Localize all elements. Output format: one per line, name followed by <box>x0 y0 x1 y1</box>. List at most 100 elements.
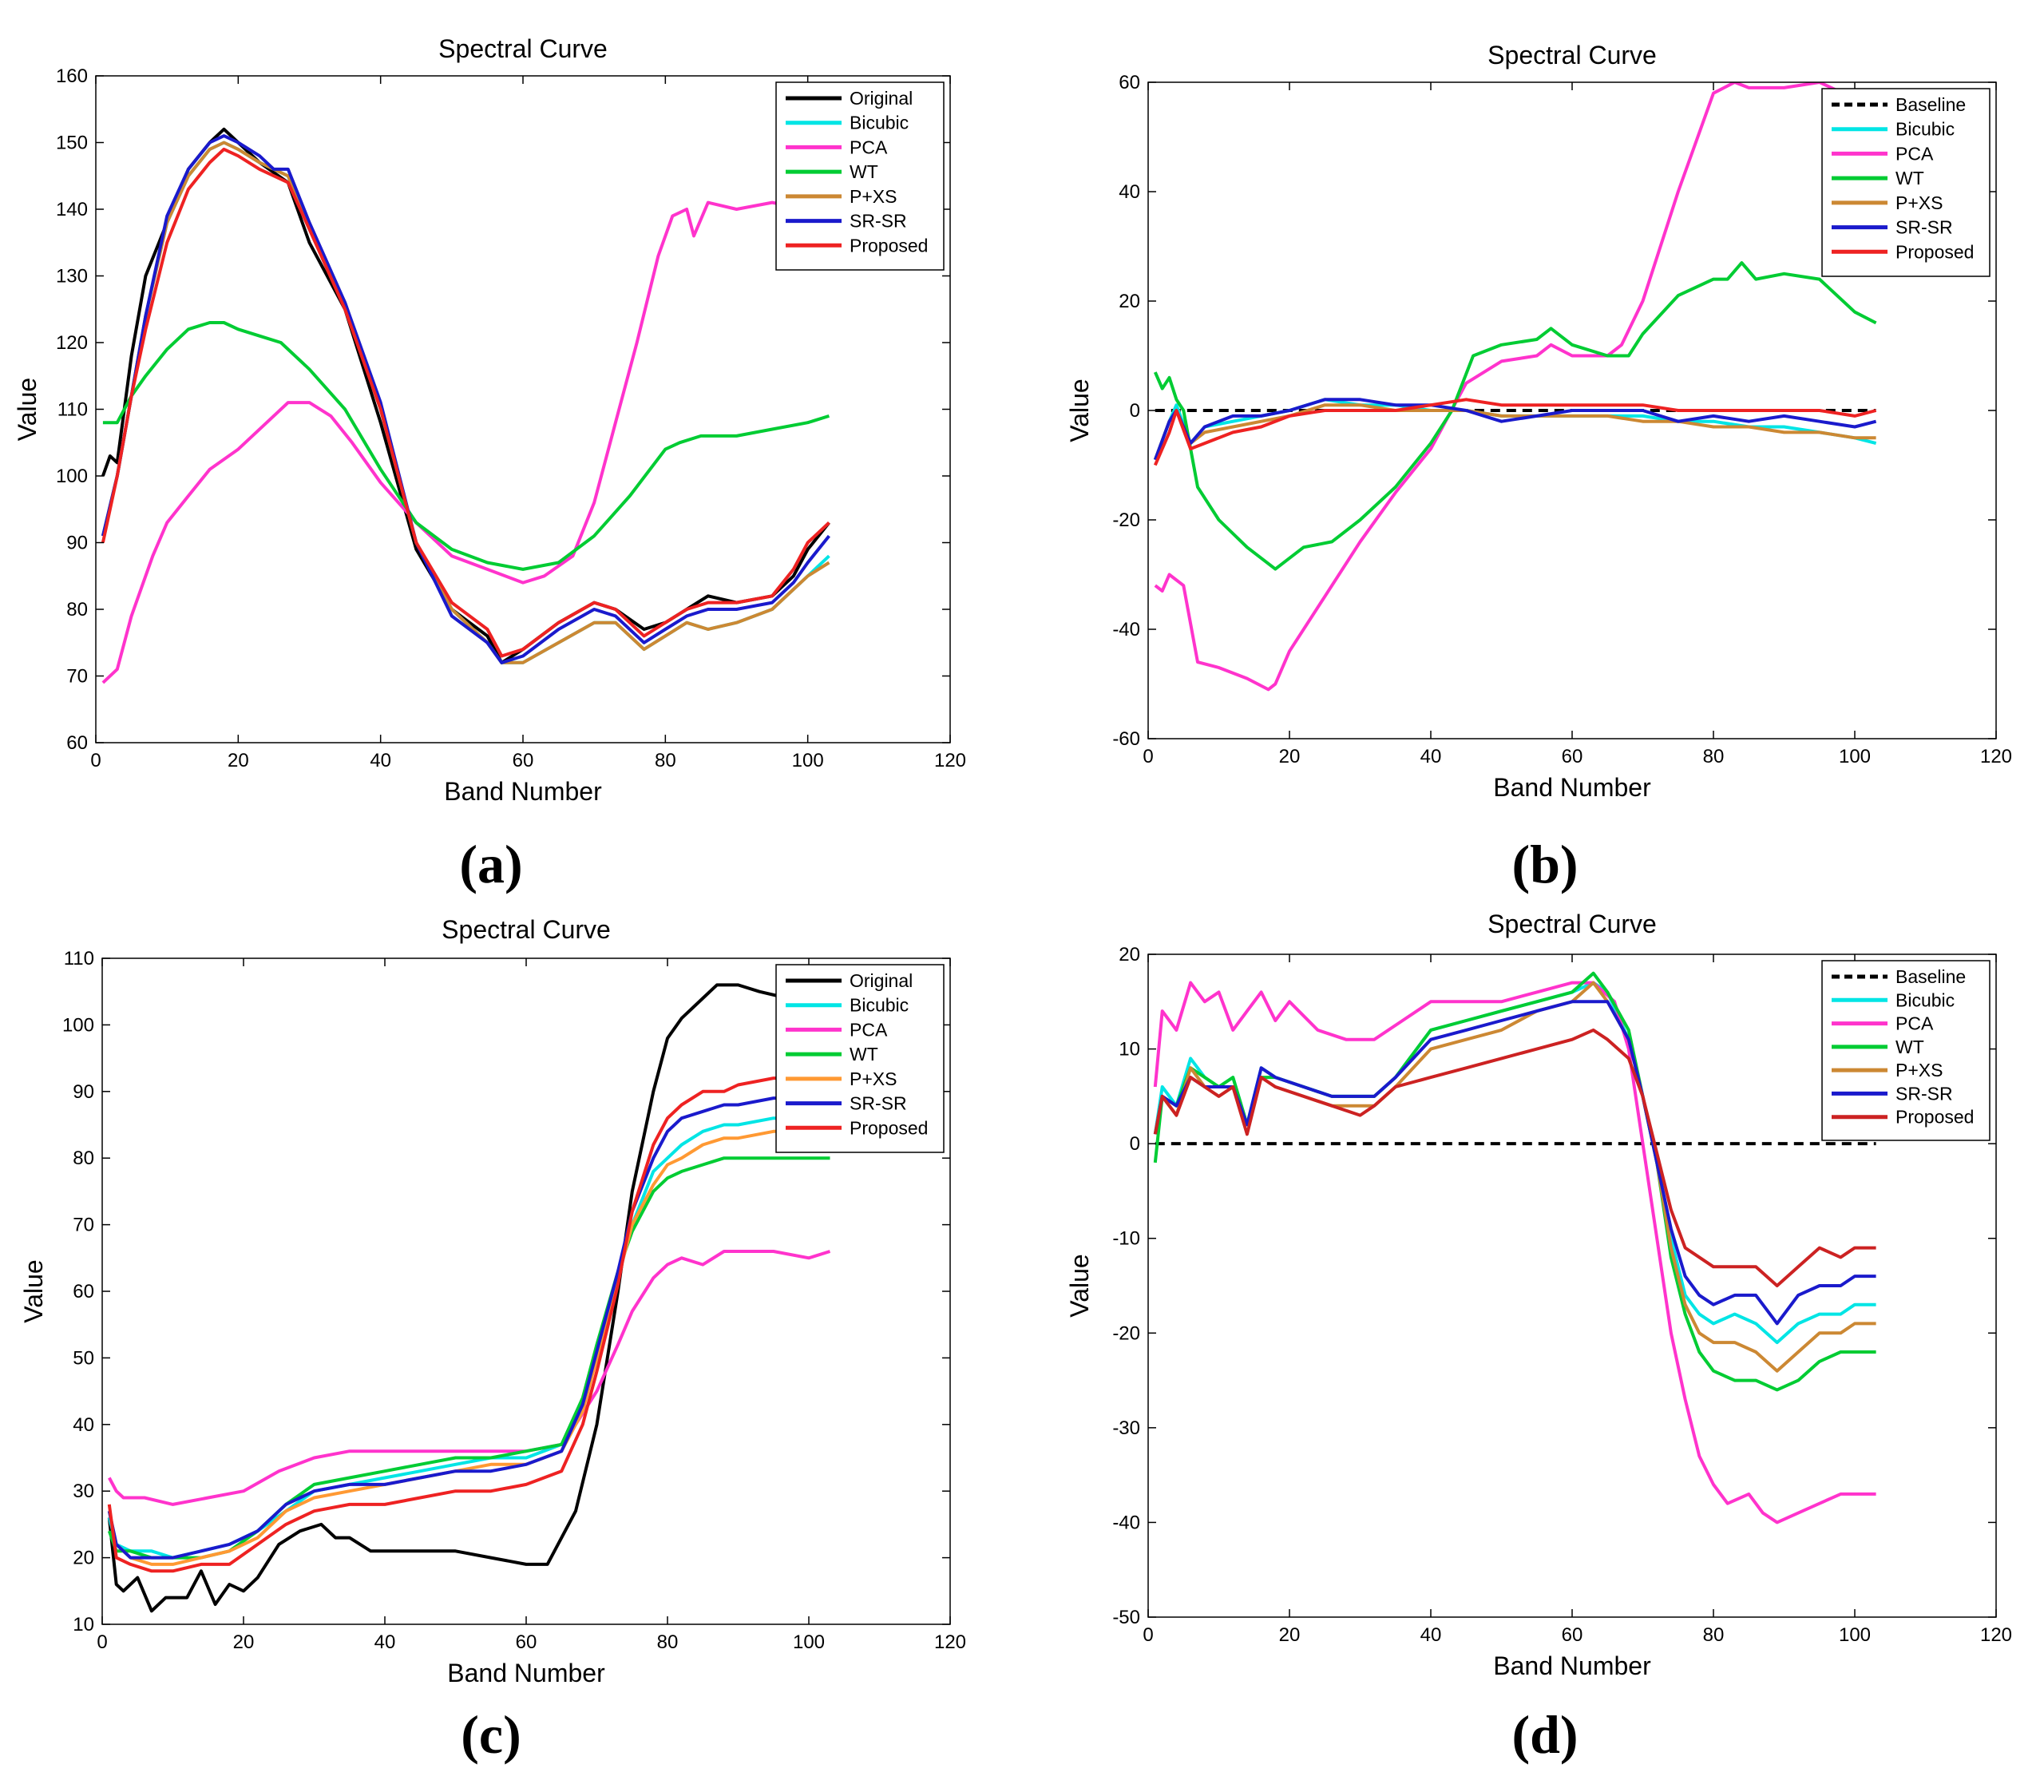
y-tick-label: 40 <box>1119 181 1140 203</box>
chart-title: Spectral Curve <box>438 34 608 63</box>
legend: Original Bicubic PCA WT P+XS SR-SR Proposed <box>776 82 944 270</box>
panel-label: (d) <box>1511 1704 1578 1765</box>
y-tick-label: 160 <box>56 65 88 87</box>
x-tick-label: 40 <box>374 1631 396 1653</box>
x-tick-label: 100 <box>1839 746 1871 767</box>
x-tick-label: 120 <box>1980 1624 2012 1646</box>
panel-label: (c) <box>461 1704 521 1765</box>
legend-label: PCA <box>1895 1013 1934 1034</box>
plot-lines <box>1155 82 1876 689</box>
y-tick-label: 110 <box>57 399 88 421</box>
plot-lines <box>109 985 830 1611</box>
y-tick-label: 60 <box>66 732 88 754</box>
legend-label: Original <box>850 970 913 991</box>
x-tick-label: 120 <box>1980 746 2012 767</box>
legend-label: Proposed <box>1895 1107 1974 1128</box>
y-tick-label: 140 <box>56 199 88 220</box>
legend-label: Bicubic <box>850 995 909 1016</box>
y-tick-label: 20 <box>1119 291 1140 312</box>
series-line-pca <box>1155 983 1876 1523</box>
x-tick-label: 0 <box>1143 1624 1153 1646</box>
legend-label: Proposed <box>850 235 928 256</box>
y-axis-label: Value <box>1065 1254 1094 1317</box>
y-axis-label: Value <box>13 378 42 441</box>
series-line-wt <box>1155 973 1876 1390</box>
legend-label: Bicubic <box>850 113 909 133</box>
legend-label: WT <box>1895 168 1924 188</box>
y-tick-label: 20 <box>73 1548 94 1569</box>
chart-panel-c: 0 20 40 60 80 100 120 10 20 30 40 50 60 70 80 90 100 110 S… <box>19 915 966 1765</box>
x-axis-label: Band Number <box>1493 773 1651 802</box>
x-tick-label: 80 <box>657 1631 679 1653</box>
legend-label: Original <box>850 88 913 109</box>
legend-label: PCA <box>1895 143 1934 164</box>
chart-title: Spectral Curve <box>442 915 611 944</box>
y-axis-label: Value <box>19 1259 48 1322</box>
y-tick-label: -20 <box>1112 1322 1140 1344</box>
x-tick-label: 60 <box>1562 1624 1583 1646</box>
legend-label: Baseline <box>1895 966 1966 987</box>
legend-label: SR-SR <box>850 1093 907 1114</box>
x-tick-label: 0 <box>90 750 101 771</box>
panel-label: (b) <box>1511 834 1578 894</box>
x-tick-label: 60 <box>513 750 534 771</box>
legend-label: P+XS <box>850 186 897 207</box>
legend: Original Bicubic PCA WT P+XS SR-SR Proposed <box>776 965 944 1152</box>
series-line-sr-sr <box>109 1098 830 1558</box>
x-tick-label: 60 <box>1562 746 1583 767</box>
y-tick-label: 150 <box>56 133 88 154</box>
legend-label: PCA <box>850 1019 888 1040</box>
y-tick-label: 80 <box>73 1148 94 1169</box>
y-tick-label: 100 <box>56 466 88 487</box>
legend: Baseline Bicubic PCA WT P+XS SR-SR Proposed <box>1822 89 1990 276</box>
legend-label: Baseline <box>1895 94 1966 115</box>
series-line-proposed <box>103 149 830 656</box>
legend-label: SR-SR <box>850 211 907 232</box>
y-tick-label: 20 <box>1119 944 1140 965</box>
legend-label: SR-SR <box>1895 217 1953 238</box>
x-tick-label: 20 <box>1279 746 1301 767</box>
chart-panel-a: 0 20 40 60 80 100 120 60 70 80 90 100 110 120 130 140 15… <box>13 34 966 894</box>
y-tick-label: 40 <box>73 1414 94 1436</box>
x-tick-label: 60 <box>516 1631 537 1653</box>
series-line-p-xs <box>109 1132 830 1564</box>
y-tick-label: -40 <box>1112 619 1140 640</box>
x-axis-label: Band Number <box>1493 1651 1651 1680</box>
x-tick-label: 100 <box>792 750 824 771</box>
legend-label: P+XS <box>1895 1060 1943 1080</box>
series-line-bicubic <box>1155 983 1876 1343</box>
legend: Baseline Bicubic PCA WT P+XS SR-SR Proposed <box>1822 961 1990 1140</box>
series-line-sr-sr <box>1155 1001 1876 1323</box>
x-tick-label: 40 <box>1420 746 1442 767</box>
y-tick-label: 90 <box>73 1081 94 1103</box>
panel-label: (a) <box>459 834 522 894</box>
x-tick-label: 40 <box>1420 1624 1442 1646</box>
y-axis-label: Value <box>1065 379 1094 442</box>
y-tick-label: 30 <box>73 1481 94 1502</box>
legend-label: P+XS <box>1895 192 1943 213</box>
series-line-p-xs <box>103 143 830 663</box>
x-tick-label: 20 <box>1279 1624 1301 1646</box>
y-tick-label: 10 <box>73 1614 94 1635</box>
y-tick-label: -40 <box>1112 1512 1140 1533</box>
x-tick-label: 20 <box>228 750 249 771</box>
series-line-pca <box>109 1251 830 1505</box>
series-line-pca <box>1155 82 1876 689</box>
y-tick-label: 70 <box>73 1215 94 1236</box>
figure: 0 20 40 60 80 100 1206070809010011012013014015… <box>0 0 2044 1792</box>
series-line-original <box>109 985 830 1611</box>
x-axis-label: Band Number <box>444 777 602 806</box>
x-axis-label: Band Number <box>447 1659 605 1687</box>
legend-label: Bicubic <box>1895 119 1955 140</box>
y-tick-label: 0 <box>1130 1133 1140 1155</box>
legend-label: WT <box>850 1044 878 1064</box>
y-tick-label: -10 <box>1112 1228 1140 1250</box>
y-tick-label: 10 <box>1119 1039 1140 1061</box>
series-line-original <box>103 129 830 663</box>
series-line-bicubic <box>103 143 830 663</box>
series-line-p-xs <box>1155 405 1876 460</box>
x-tick-label: 0 <box>1143 746 1153 767</box>
y-tick-label: 50 <box>73 1347 94 1369</box>
series-line-sr-sr <box>103 136 830 663</box>
legend-label: SR-SR <box>1895 1083 1953 1104</box>
